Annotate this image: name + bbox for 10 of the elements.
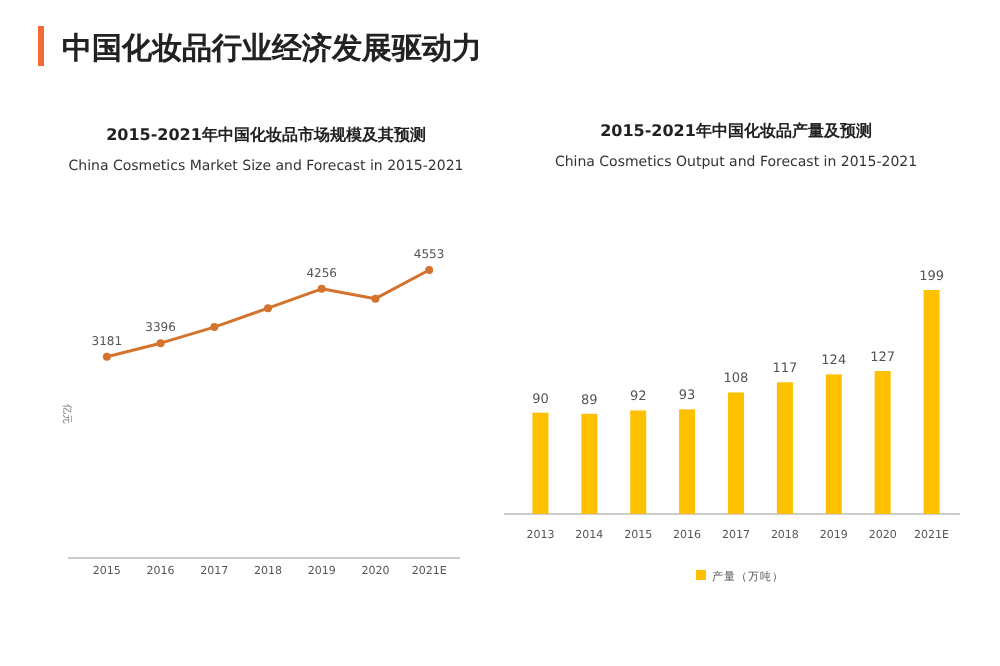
text: 中国化妆品行业经济发展驱动力 [62, 30, 482, 66]
point [425, 266, 434, 274]
point [264, 304, 272, 313]
chart-title: 2015-2021年中国化妆品产量及预测 [600, 122, 872, 140]
point [102, 352, 111, 361]
point [317, 284, 326, 293]
chart-title: 2015-2021年中国化妆品市场规模及其预测 [106, 124, 426, 144]
point [371, 294, 380, 303]
point [210, 323, 219, 332]
point [156, 339, 165, 348]
